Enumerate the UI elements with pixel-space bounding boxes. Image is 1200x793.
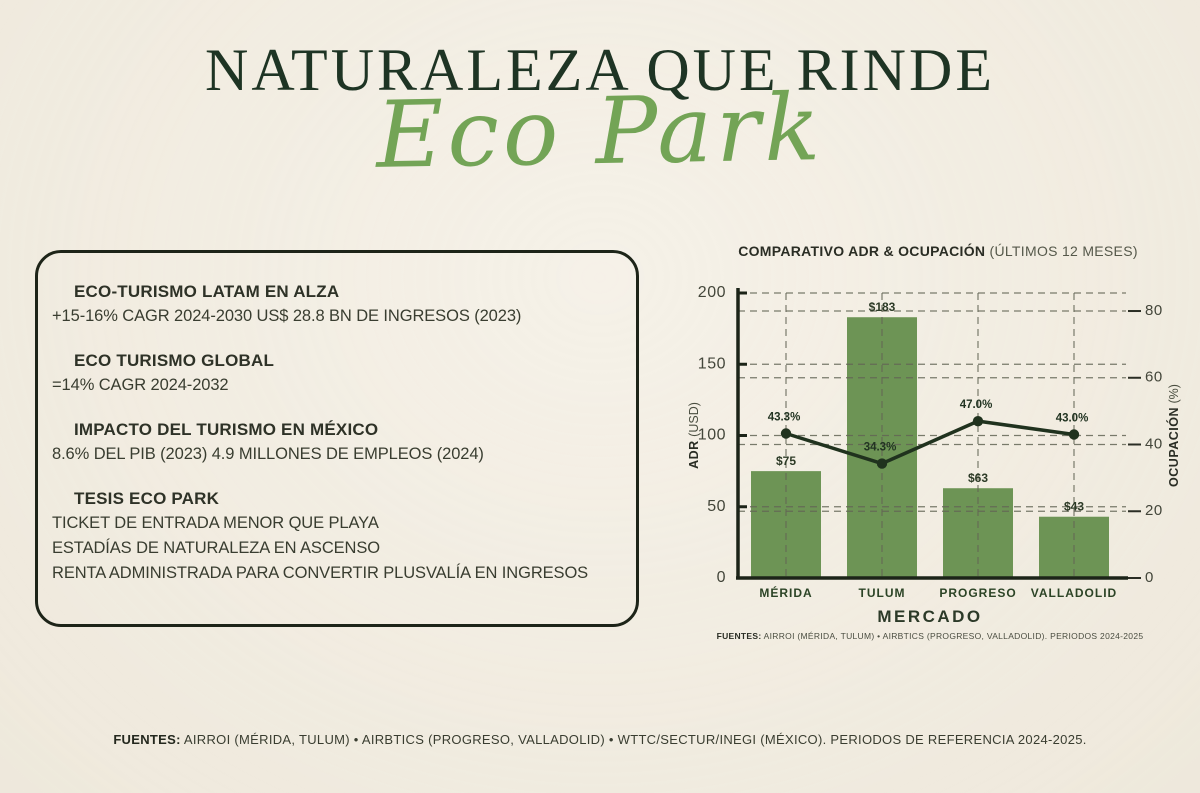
occupancy-value-label: 34.3% [864, 442, 897, 454]
left-axis-title: ADR (USD) [687, 402, 701, 469]
chart-title: COMPARATIVO ADR & OCUPACIÓN (ÚLTIMOS 12 … [738, 242, 1138, 259]
occupancy-point-valladolid [1068, 429, 1080, 440]
chart-source: FUENTES: AIRROI (MÉRIDA, TULUM) • AIRBTI… [717, 631, 1144, 641]
bar-value-label: $43 [1064, 500, 1084, 514]
occupancy-point-mérida [780, 428, 792, 439]
adr-ocupacion-chart: COMPARATIVO ADR & OCUPACIÓN (ÚLTIMOS 12 … [687, 242, 1181, 641]
info-section-2: IMPACTO DEL TURISMO EN MÉXICO 8.6% DEL PI… [52, 417, 622, 467]
right-tick-label: 60 [1145, 369, 1163, 386]
chart-container: COMPARATIVO ADR & OCUPACIÓN (ÚLTIMOS 12 … [682, 238, 1194, 652]
section-line: 8.6% DEL PIB (2023) 4.9 MILLONES DE EMPL… [52, 445, 484, 463]
left-tick-label: 0 [717, 569, 726, 586]
occupancy-point-tulum [876, 458, 888, 469]
category-label-progreso: PROGRESO [939, 586, 1016, 600]
gridlines [738, 292, 1126, 578]
right-tick-label: 80 [1145, 302, 1163, 319]
info-section-3: TESIS ECO PARK TICKET DE ENTRADA MENOR QU… [52, 486, 622, 586]
footer-sources-label: FUENTES: [113, 732, 181, 747]
right-axis-title: OCUPACIÓN (%) [1166, 384, 1181, 487]
left-tick-label: 50 [707, 498, 726, 515]
category-label-valladolid: VALLADOLID [1031, 586, 1117, 600]
section-heading: IMPACTO DEL TURISMO EN MÉXICO [74, 420, 379, 439]
category-label-mérida: MÉRIDA [759, 585, 812, 600]
category-label-tulum: TULUM [859, 586, 906, 600]
info-box: ECO-TURISMO LATAM EN ALZA +15-16% CAGR 20… [35, 250, 639, 627]
occupancy-value-label: 47.0% [960, 399, 993, 411]
left-tick-label: 200 [698, 284, 726, 301]
occupancy-value-label: 43.0% [1056, 412, 1089, 424]
footer-sources-text: AIRROI (MÉRIDA, TULUM) • AIRBTICS (PROGR… [180, 732, 1087, 747]
section-heading: ECO TURISMO GLOBAL [74, 351, 275, 370]
right-tick-label: 40 [1145, 435, 1163, 452]
bar-series [751, 317, 1109, 578]
info-section-1: ECO TURISMO GLOBAL =14% CAGR 2024-2032 [52, 348, 622, 398]
x-axis-title: MERCADO [877, 607, 982, 626]
occupancy-line [784, 419, 1076, 466]
bar-value-label: $75 [776, 454, 796, 468]
section-line: ESTADÍAS DE NATURALEZA EN ASCENSO [52, 539, 381, 557]
right-tick-label: 0 [1145, 569, 1154, 586]
section-line: RENTA ADMINISTRADA PARA CONVERTIR PLUSVA… [52, 564, 589, 582]
left-tick-label: 150 [698, 355, 726, 372]
page-footer: FUENTES: AIRROI (MÉRIDA, TULUM) • AIRBTI… [0, 732, 1200, 747]
bar-value-label: $183 [869, 300, 896, 314]
left-tick-label: 100 [698, 427, 726, 444]
section-line: TICKET DE ENTRADA MENOR QUE PLAYA [52, 514, 379, 532]
axes: 0 50 100 150 200 0 20 40 60 80 [698, 284, 1163, 586]
section-line: +15-16% CAGR 2024-2030 US$ 28.8 BN DE IN… [52, 307, 522, 325]
right-tick-label: 20 [1145, 502, 1163, 519]
page-subtitle-script: Eco Park [375, 74, 825, 189]
section-heading: ECO-TURISMO LATAM EN ALZA [74, 282, 340, 301]
page-title: NATURALEZA QUE RINDE [205, 37, 995, 103]
section-heading: TESIS ECO PARK [74, 489, 220, 508]
info-box-content: ECO-TURISMO LATAM EN ALZA +15-16% CAGR 20… [52, 279, 622, 586]
occupancy-value-label: 43.3% [768, 411, 801, 423]
info-section-0: ECO-TURISMO LATAM EN ALZA +15-16% CAGR 20… [52, 279, 622, 329]
section-line: =14% CAGR 2024-2032 [52, 376, 229, 394]
bar-value-label: $63 [968, 471, 988, 485]
occupancy-point-progreso [972, 415, 984, 427]
